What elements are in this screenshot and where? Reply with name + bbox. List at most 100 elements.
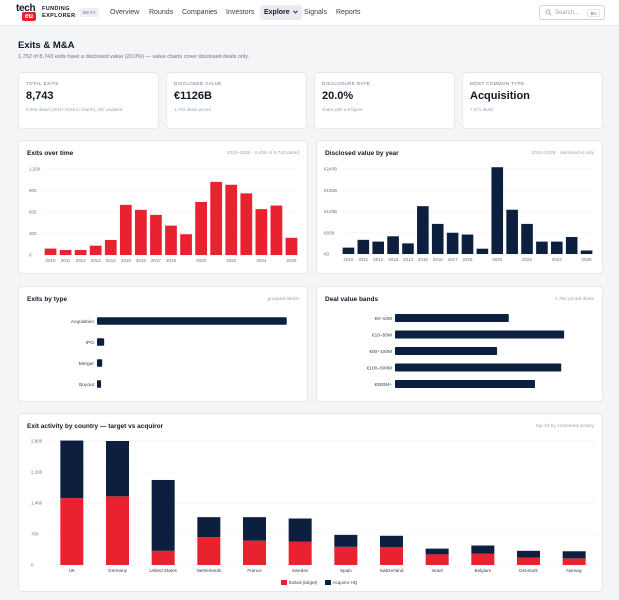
bar-exited-target — [243, 540, 266, 565]
x-tick-label: 2018 — [166, 258, 177, 263]
chevron-down-icon — [292, 10, 298, 14]
disclosed-value-chart: €240B €180B €120B €60B €0 2010 2011 2012 2013 201… — [324, 167, 594, 262]
nav-reports[interactable]: Reports — [336, 9, 361, 16]
bar — [59, 249, 72, 255]
bar-acquiror-hq — [151, 479, 175, 551]
nav-rounds[interactable]: Rounds — [149, 9, 174, 16]
nav-signals[interactable]: Signals — [304, 9, 327, 16]
category-label: Acquisition — [71, 319, 95, 325]
y-tick-label: 2,800 — [31, 439, 43, 444]
kpi-card-disclosed-value: DISCLOSED VALUE €1126B 1,752 deals price… — [166, 72, 307, 129]
bar-acquiror-hq — [380, 535, 403, 548]
bar — [150, 214, 162, 255]
nav-overview[interactable]: Overview — [110, 9, 140, 16]
search-shortcut: ⌘K — [587, 9, 600, 17]
bar — [357, 239, 370, 254]
nav-explore-label: Explore — [264, 9, 290, 16]
x-tick-label: 2014 — [106, 258, 117, 263]
country-activity-chart: 2,800 2,100 1,400 700 0 UK Germany United State… — [31, 439, 597, 573]
chart-note: 2010–2026 · 8,406 of 8,743 dated — [226, 151, 299, 156]
x-tick-label: 2012 — [373, 257, 384, 262]
chart-title: Deal value bands — [325, 296, 379, 303]
bar — [506, 209, 518, 254]
chart-title: Exits over time — [27, 150, 74, 157]
bar — [270, 205, 283, 255]
card-deal-value-bands: Deal value bands 1,752 priced deals €0–1… — [316, 286, 603, 402]
kpi-value: 20.0% — [322, 90, 354, 102]
bar — [395, 380, 535, 388]
chart-note: top 12 by combined activity — [536, 424, 594, 429]
top-nav: tech eu FUNDING EXPLORER BETA Overview R… — [0, 0, 619, 26]
nav-companies[interactable]: Companies — [182, 9, 218, 16]
page-subtitle: 1,752 of 8,743 exits have a disclosed va… — [18, 54, 250, 60]
y-tick-label: €120B — [324, 209, 337, 214]
nav-explore[interactable]: Explore — [260, 5, 302, 20]
bar-acquiror-hq — [334, 534, 358, 547]
category-label: €500M+ — [375, 382, 393, 388]
bar-acquiror-hq — [197, 517, 221, 538]
brand-line-2: EXPLORER — [42, 12, 76, 19]
y-tick-label: 2,100 — [31, 470, 43, 475]
bar-acquiror-hq — [288, 518, 312, 542]
bar — [89, 245, 102, 255]
search-input[interactable]: Search... ⌘K — [539, 5, 605, 20]
x-tick-label: Spain — [340, 568, 352, 573]
bar — [165, 225, 177, 255]
kpi-label: DISCLOSED VALUE — [174, 81, 222, 86]
x-tick-label: 2026 — [286, 258, 297, 263]
legend-item-acquiror: Acquiror HQ — [324, 579, 357, 586]
bar-exited-target — [106, 496, 129, 565]
bar-acquiror-hq — [471, 545, 495, 554]
bar — [195, 201, 207, 255]
x-tick-label: 2020 — [492, 257, 503, 262]
x-tick-label: 2010 — [46, 258, 57, 263]
bar — [461, 234, 474, 254]
x-tick-label: 2026 — [582, 257, 593, 262]
beta-badge: BETA — [80, 8, 99, 17]
bar — [476, 248, 489, 254]
bar-acquiror-hq — [425, 548, 449, 555]
x-tick-label: UK — [69, 568, 76, 573]
bar — [395, 314, 509, 322]
bar — [395, 347, 498, 355]
bar — [135, 209, 147, 255]
x-tick-label: 2022 — [226, 258, 237, 263]
chart-note: 2010–2026 · disclosed € only — [531, 151, 594, 156]
bar — [395, 363, 562, 372]
card-exits-over-time: Exits over time 2010–2026 · 8,406 of 8,7… — [18, 140, 308, 274]
bar-exited-target — [471, 553, 495, 565]
chart-title: Exit activity by country — target vs acq… — [27, 423, 164, 430]
bar — [417, 206, 429, 254]
bar-acquiror-hq — [517, 550, 540, 558]
chart-title: Exits by type — [27, 296, 68, 303]
y-tick-label: 700 — [31, 532, 39, 537]
bar — [446, 232, 459, 254]
x-tick-label: Sweden — [292, 568, 309, 573]
kpi-card-most-common-type: MOST COMMON TYPE Acquisition 7,671 deals — [462, 72, 603, 129]
x-tick-label: 2016 — [136, 258, 147, 263]
bar — [550, 241, 563, 254]
bar-acquiror-hq — [243, 517, 266, 541]
x-tick-label: 2010 — [343, 257, 354, 262]
y-tick-label: €60B — [324, 230, 335, 235]
brand-line-1: FUNDING — [42, 6, 70, 12]
nav-investors[interactable]: Investors — [226, 9, 255, 16]
techeu-logo[interactable]: tech eu — [16, 4, 38, 22]
bar-exited-target — [151, 550, 175, 565]
bar — [565, 237, 578, 254]
bar-acquiror-hq — [562, 551, 586, 559]
chart-title: Disclosed value by year — [325, 150, 399, 157]
x-tick-label: United States — [149, 568, 177, 573]
bar-acquiror-hq — [60, 440, 84, 499]
bar-exited-target — [334, 546, 358, 565]
bar — [97, 317, 287, 325]
category-label: €100–500M — [367, 365, 392, 371]
kpi-label: DISCLOSURE RATE — [322, 81, 371, 86]
x-tick-label: Israel — [432, 568, 443, 573]
x-tick-label: Denmark — [519, 568, 538, 573]
x-tick-label: 2015 — [418, 257, 429, 262]
bar-acquiror-hq — [106, 441, 129, 497]
page-title: Exits & M&A — [18, 40, 75, 51]
bar — [225, 184, 238, 255]
chart-note: grouped labels — [267, 297, 299, 302]
